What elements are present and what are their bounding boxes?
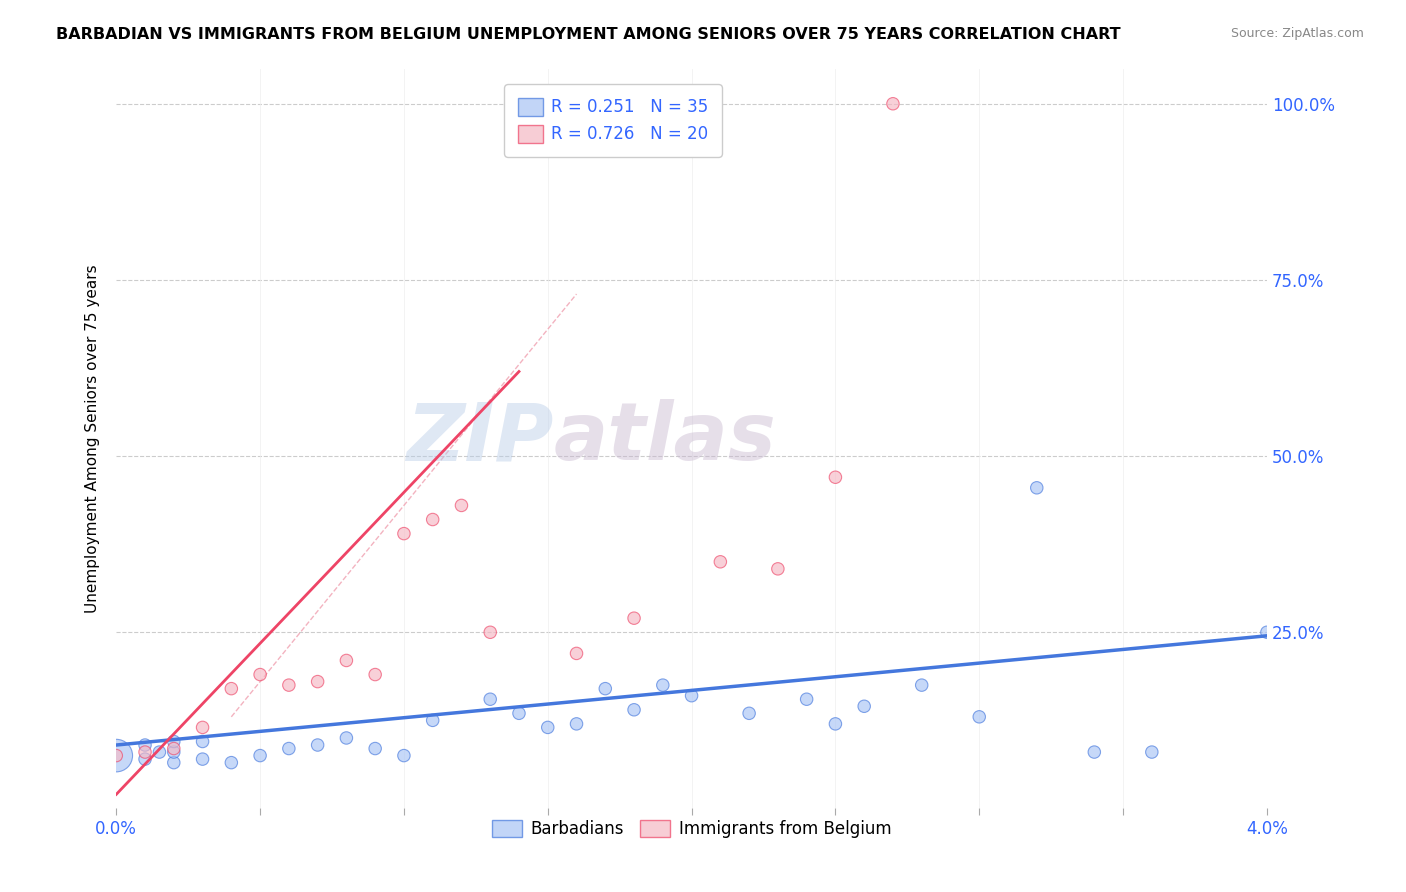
Point bbox=[307, 738, 329, 752]
Legend: Barbadians, Immigrants from Belgium: Barbadians, Immigrants from Belgium bbox=[485, 813, 898, 845]
Text: BARBADIAN VS IMMIGRANTS FROM BELGIUM UNEMPLOYMENT AMONG SENIORS OVER 75 YEARS CO: BARBADIAN VS IMMIGRANTS FROM BELGIUM UNE… bbox=[56, 27, 1121, 42]
Point bbox=[191, 720, 214, 734]
Point bbox=[1256, 625, 1278, 640]
Point bbox=[422, 714, 444, 728]
Point bbox=[105, 748, 128, 763]
Point bbox=[134, 738, 156, 752]
Text: ZIP: ZIP bbox=[406, 400, 554, 477]
Point bbox=[364, 741, 387, 756]
Point bbox=[824, 717, 846, 731]
Point bbox=[163, 745, 186, 759]
Point bbox=[537, 720, 560, 734]
Point bbox=[249, 667, 271, 681]
Point bbox=[824, 470, 846, 484]
Point bbox=[422, 512, 444, 526]
Point bbox=[105, 748, 128, 763]
Text: atlas: atlas bbox=[554, 400, 776, 477]
Point bbox=[221, 681, 243, 696]
Point bbox=[307, 674, 329, 689]
Point bbox=[450, 499, 472, 513]
Point bbox=[479, 692, 502, 706]
Point bbox=[221, 756, 243, 770]
Y-axis label: Unemployment Among Seniors over 75 years: Unemployment Among Seniors over 75 years bbox=[86, 264, 100, 613]
Point bbox=[595, 681, 617, 696]
Point bbox=[508, 706, 530, 721]
Point bbox=[796, 692, 818, 706]
Point bbox=[1083, 745, 1105, 759]
Text: Source: ZipAtlas.com: Source: ZipAtlas.com bbox=[1230, 27, 1364, 40]
Point bbox=[853, 699, 876, 714]
Point bbox=[392, 526, 415, 541]
Point bbox=[967, 710, 990, 724]
Point bbox=[479, 625, 502, 640]
Point bbox=[163, 741, 186, 756]
Point bbox=[709, 555, 731, 569]
Point bbox=[335, 731, 357, 745]
Point bbox=[191, 734, 214, 748]
Point bbox=[738, 706, 761, 721]
Point bbox=[277, 678, 299, 692]
Point bbox=[1025, 481, 1047, 495]
Point bbox=[163, 756, 186, 770]
Point bbox=[766, 562, 789, 576]
Point bbox=[651, 678, 673, 692]
Point bbox=[163, 734, 186, 748]
Point bbox=[364, 667, 387, 681]
Point bbox=[191, 752, 214, 766]
Point bbox=[134, 745, 156, 759]
Point bbox=[911, 678, 934, 692]
Point bbox=[681, 689, 703, 703]
Point bbox=[249, 748, 271, 763]
Point bbox=[1140, 745, 1163, 759]
Point bbox=[623, 703, 645, 717]
Point bbox=[134, 752, 156, 766]
Point bbox=[623, 611, 645, 625]
Point bbox=[277, 741, 299, 756]
Point bbox=[882, 96, 904, 111]
Point bbox=[335, 653, 357, 667]
Point bbox=[148, 745, 170, 759]
Point bbox=[392, 748, 415, 763]
Point bbox=[565, 717, 588, 731]
Point bbox=[565, 647, 588, 661]
